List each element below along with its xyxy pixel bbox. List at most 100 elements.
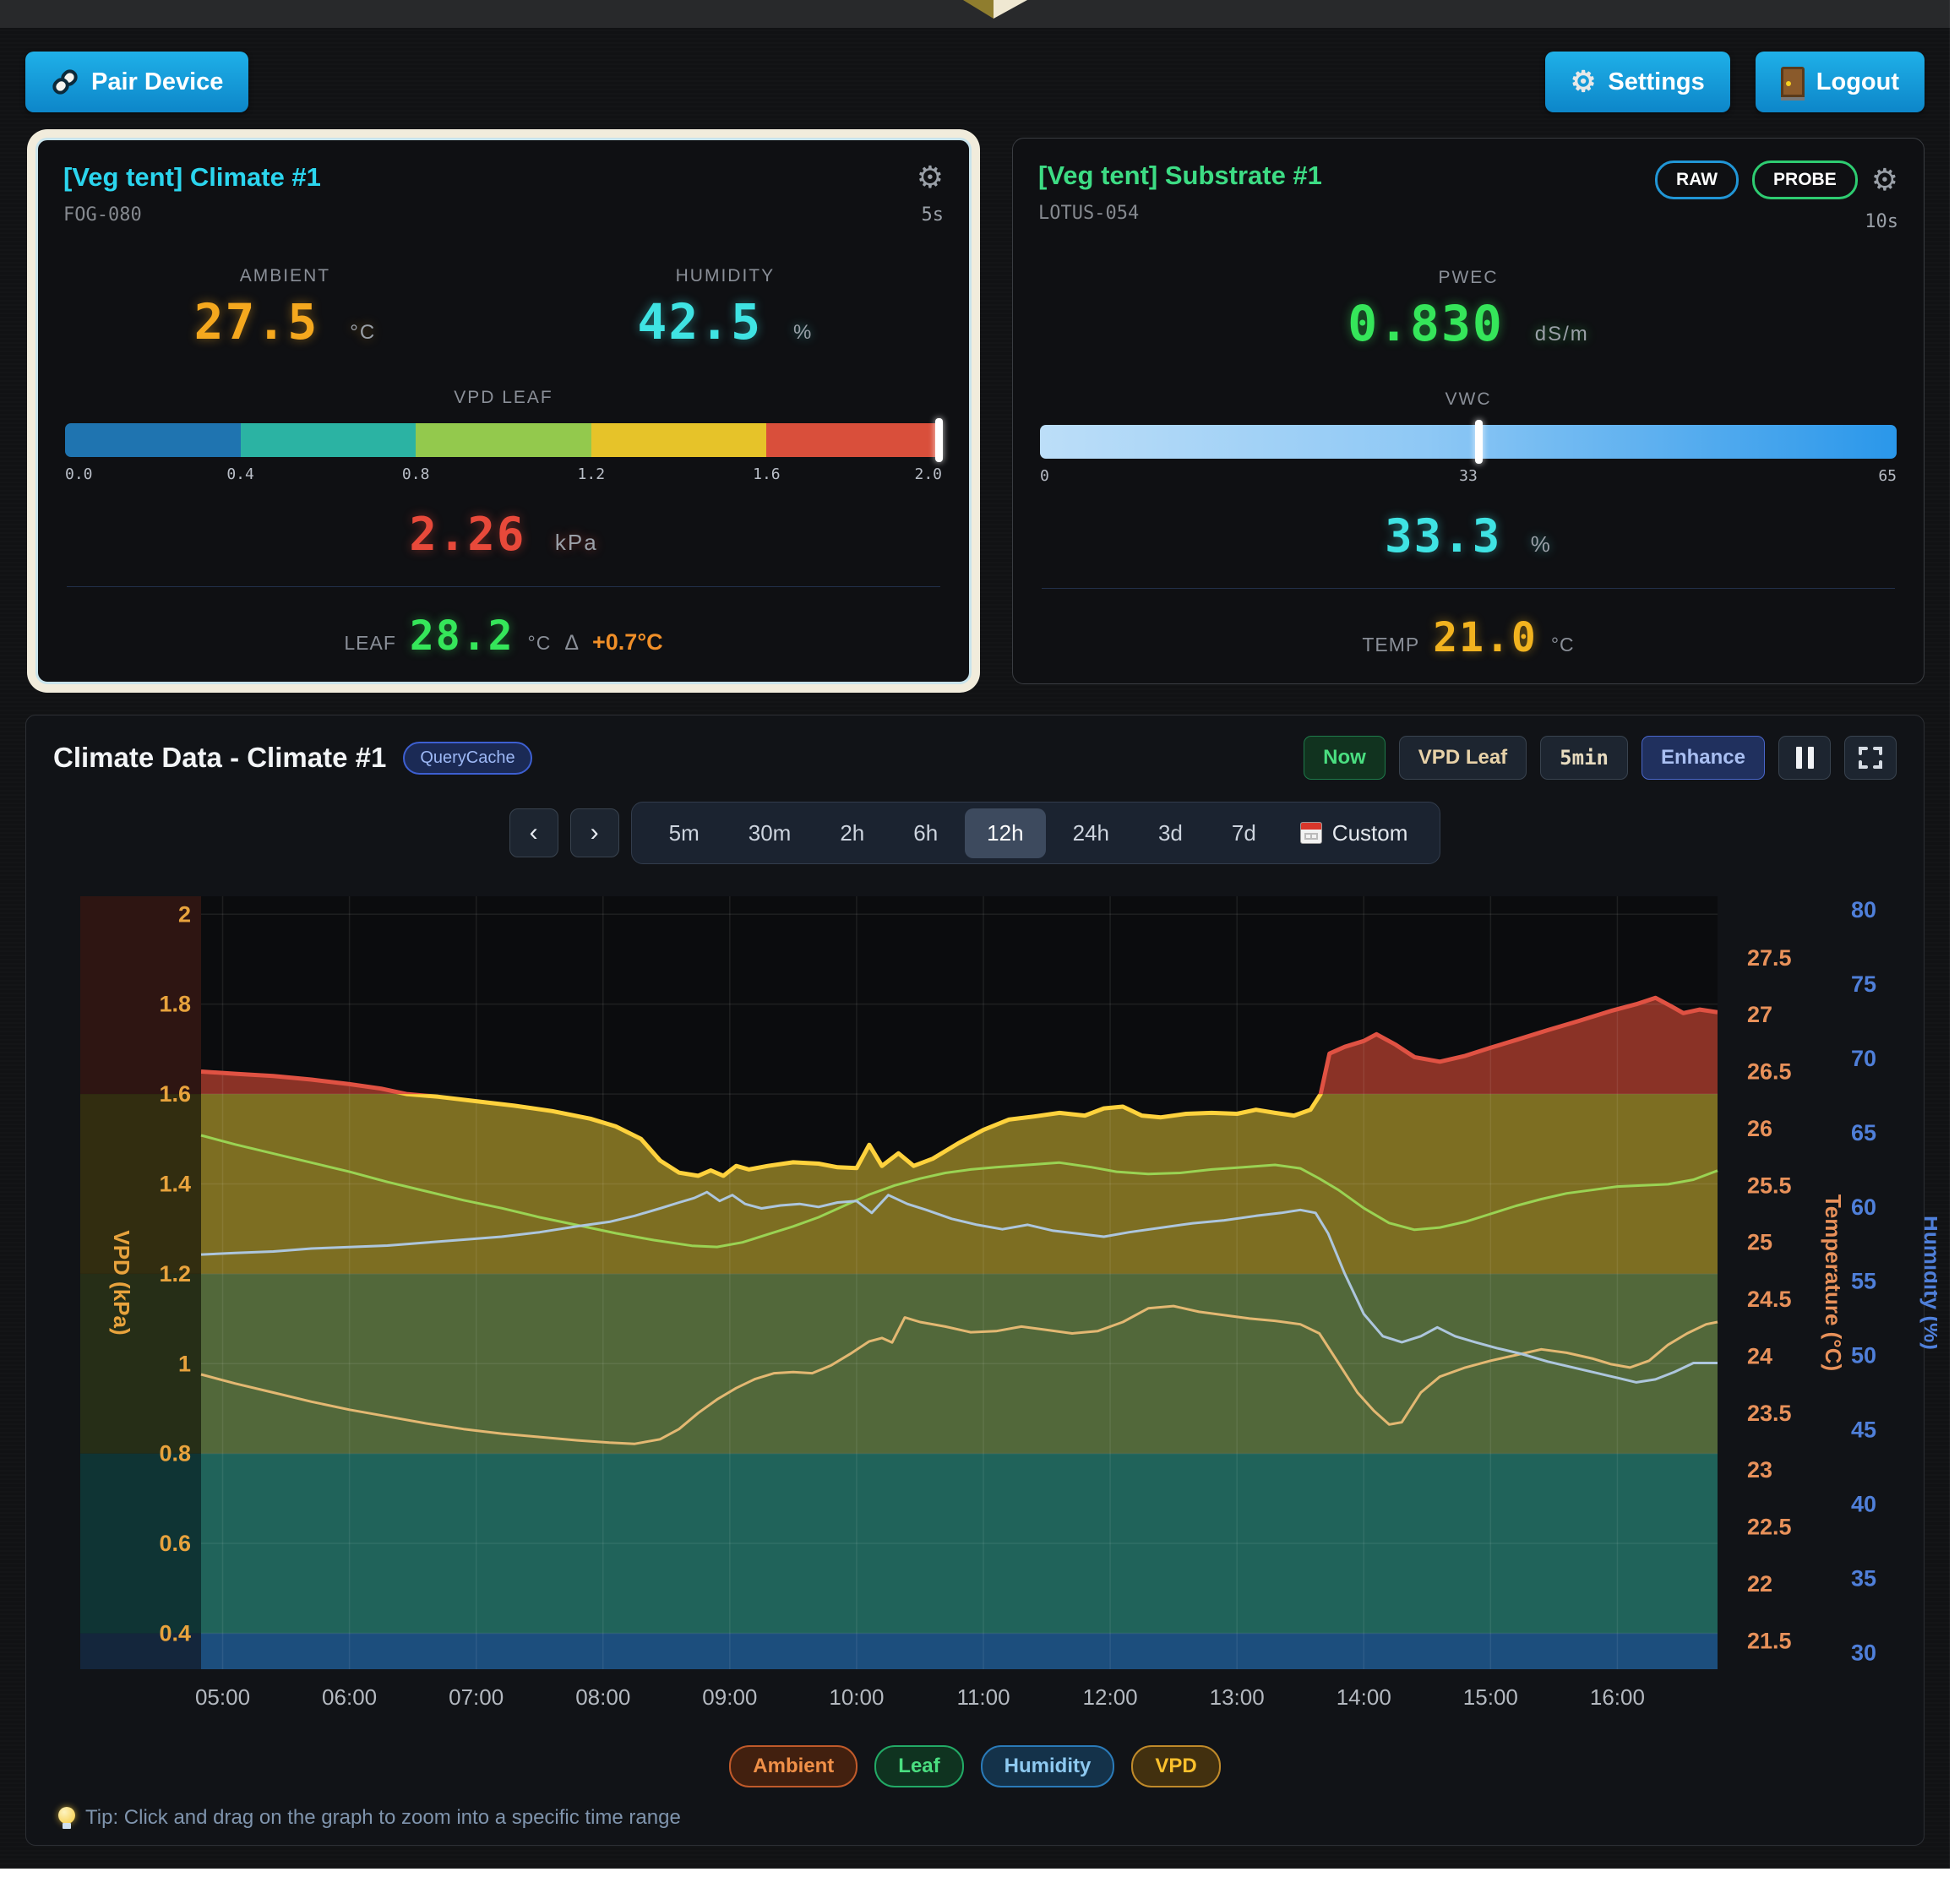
svg-text:22.5: 22.5 — [1747, 1515, 1792, 1540]
vwc-gauge-label: VWC — [1445, 389, 1492, 409]
svg-text:1: 1 — [178, 1351, 191, 1376]
querycache-badge: QueryCache — [403, 741, 532, 775]
leaf-label: LEAF — [344, 632, 396, 654]
top-toolbar: Pair Device ⚙ Settings Logout — [25, 52, 1925, 112]
scroll-notch-icon — [963, 0, 1027, 19]
range-prev-button[interactable]: ‹ — [509, 808, 558, 857]
svg-text:0.6: 0.6 — [159, 1531, 191, 1556]
vwc-value: 33.3 % — [1385, 509, 1552, 563]
vpd-gauge-segment — [591, 423, 767, 457]
svg-text:07:00: 07:00 — [449, 1684, 504, 1710]
interval-button[interactable]: 5min — [1540, 736, 1628, 780]
range-option-2h[interactable]: 2h — [840, 819, 865, 846]
scale-tick: 33 — [1459, 467, 1478, 485]
scale-tick: 0.8 — [401, 465, 430, 483]
range-option-7d[interactable]: 7d — [1231, 819, 1256, 846]
fullscreen-button[interactable] — [1844, 736, 1897, 780]
svg-text:26.5: 26.5 — [1747, 1059, 1792, 1085]
svg-text:06:00: 06:00 — [322, 1684, 377, 1710]
range-option-30m[interactable]: 30m — [748, 819, 792, 846]
now-button[interactable]: Now — [1304, 736, 1386, 780]
svg-text:23: 23 — [1747, 1457, 1772, 1483]
range-option-12h[interactable]: 12h — [965, 808, 1046, 858]
vpd-gauge-segment — [240, 423, 416, 457]
svg-text:30: 30 — [1851, 1640, 1876, 1666]
svg-text:09:00: 09:00 — [702, 1684, 757, 1710]
legend-ambient[interactable]: Ambient — [729, 1745, 858, 1787]
svg-text:45: 45 — [1851, 1417, 1876, 1443]
vpd-value: 2.26 kPa — [409, 508, 598, 561]
svg-text:Temperature (°C): Temperature (°C) — [1821, 1194, 1846, 1371]
range-option-3d[interactable]: 3d — [1157, 819, 1183, 846]
logout-button[interactable]: Logout — [1755, 52, 1925, 112]
climate-refresh-interval: 5s — [921, 204, 945, 226]
svg-text:27: 27 — [1747, 1002, 1772, 1027]
pair-device-button[interactable]: Pair Device — [25, 52, 249, 112]
settings-button[interactable]: ⚙ Settings — [1544, 52, 1730, 112]
svg-text:10:00: 10:00 — [829, 1684, 884, 1710]
leaf-unit: °C — [527, 632, 552, 654]
range-option-6h[interactable]: 6h — [913, 819, 939, 846]
vpd-gauge-scale: 0.0 0.4 0.8 1.2 1.6 2.0 — [65, 465, 942, 487]
raw-button[interactable]: RAW — [1655, 161, 1740, 199]
svg-text:21.5: 21.5 — [1747, 1628, 1792, 1653]
svg-text:16:00: 16:00 — [1590, 1684, 1645, 1710]
vwc-gauge-scale: 0 33 65 — [1040, 467, 1897, 489]
custom-label: Custom — [1331, 819, 1408, 846]
svg-text:1.6: 1.6 — [159, 1081, 191, 1107]
legend-humidity[interactable]: Humidity — [980, 1745, 1115, 1787]
ambient-label: AMBIENT — [239, 266, 331, 286]
climate-chart[interactable]: 05:00 06:00 07:00 08:00 09:00 10:00 11:00 12:00… — [53, 888, 1945, 1733]
pause-button[interactable] — [1778, 736, 1831, 780]
substrate-temp-label: TEMP — [1362, 634, 1420, 656]
scale-tick: 65 — [1878, 467, 1897, 485]
legend-leaf[interactable]: Leaf — [874, 1745, 964, 1787]
substrate-refresh-interval: 10s — [1865, 211, 1898, 232]
range-option-24h[interactable]: 24h — [1072, 819, 1109, 846]
substrate-card-title: [Veg tent] Substrate #1 — [1038, 161, 1322, 190]
vwc-gauge — [1040, 420, 1897, 464]
svg-text:35: 35 — [1851, 1566, 1876, 1591]
svg-text:24: 24 — [1747, 1343, 1772, 1368]
enhance-button[interactable]: Enhance — [1641, 736, 1765, 780]
link-icon — [52, 69, 78, 95]
svg-text:70: 70 — [1851, 1046, 1876, 1071]
pair-device-label: Pair Device — [91, 68, 224, 95]
svg-text:60: 60 — [1851, 1194, 1876, 1220]
svg-text:26: 26 — [1747, 1116, 1772, 1141]
vpd-leaf-button[interactable]: VPD Leaf — [1398, 736, 1527, 780]
svg-text:14:00: 14:00 — [1337, 1684, 1391, 1710]
legend-vpd[interactable]: VPD — [1131, 1745, 1221, 1787]
browser-top-strip — [0, 0, 1950, 28]
substrate-settings-gear-icon[interactable]: ⚙ — [1870, 162, 1898, 197]
chart-title: Climate Data - Climate #1 — [53, 742, 387, 773]
range-custom-button[interactable]: Custom — [1283, 812, 1425, 855]
leaf-delta-value: +0.7°C — [592, 629, 663, 655]
pwec-label: PWEC — [1438, 268, 1499, 287]
calendar-icon — [1299, 822, 1322, 844]
vpd-gauge-segment — [65, 423, 241, 457]
svg-text:12:00: 12:00 — [1083, 1684, 1138, 1710]
range-next-button[interactable]: › — [569, 808, 619, 857]
probe-button[interactable]: PROBE — [1752, 161, 1858, 199]
range-option-5m[interactable]: 5m — [668, 819, 700, 846]
climate-data-panel: Climate Data - Climate #1 QueryCache Now… — [25, 715, 1945, 1846]
svg-text:13:00: 13:00 — [1210, 1684, 1265, 1710]
svg-text:40: 40 — [1851, 1492, 1876, 1517]
svg-text:1.4: 1.4 — [159, 1171, 191, 1196]
fullscreen-icon — [1859, 747, 1882, 769]
climate-settings-gear-icon[interactable]: ⚙ — [916, 160, 944, 194]
vpd-gauge — [65, 418, 943, 462]
chart-toolbar: Now VPD Leaf 5min Enhance — [1304, 736, 1897, 780]
climate-device-id: FOG-080 — [63, 204, 142, 226]
svg-text:Humidity (%): Humidity (%) — [1919, 1216, 1937, 1350]
substrate-temp-value: 21.0 — [1433, 614, 1538, 661]
svg-text:27.5: 27.5 — [1747, 945, 1792, 971]
scale-tick: 0.0 — [65, 465, 93, 483]
substrate-card: [Veg tent] Substrate #1 LOTUS-054 RAW PR… — [1012, 138, 1925, 684]
time-range-selector: ‹ › 5m 30m 2h 6h 12h 24h 3d 7d Custom — [53, 802, 1897, 864]
svg-text:05:00: 05:00 — [195, 1684, 250, 1710]
svg-text:24.5: 24.5 — [1747, 1287, 1792, 1312]
scale-tick: 1.6 — [753, 465, 781, 483]
